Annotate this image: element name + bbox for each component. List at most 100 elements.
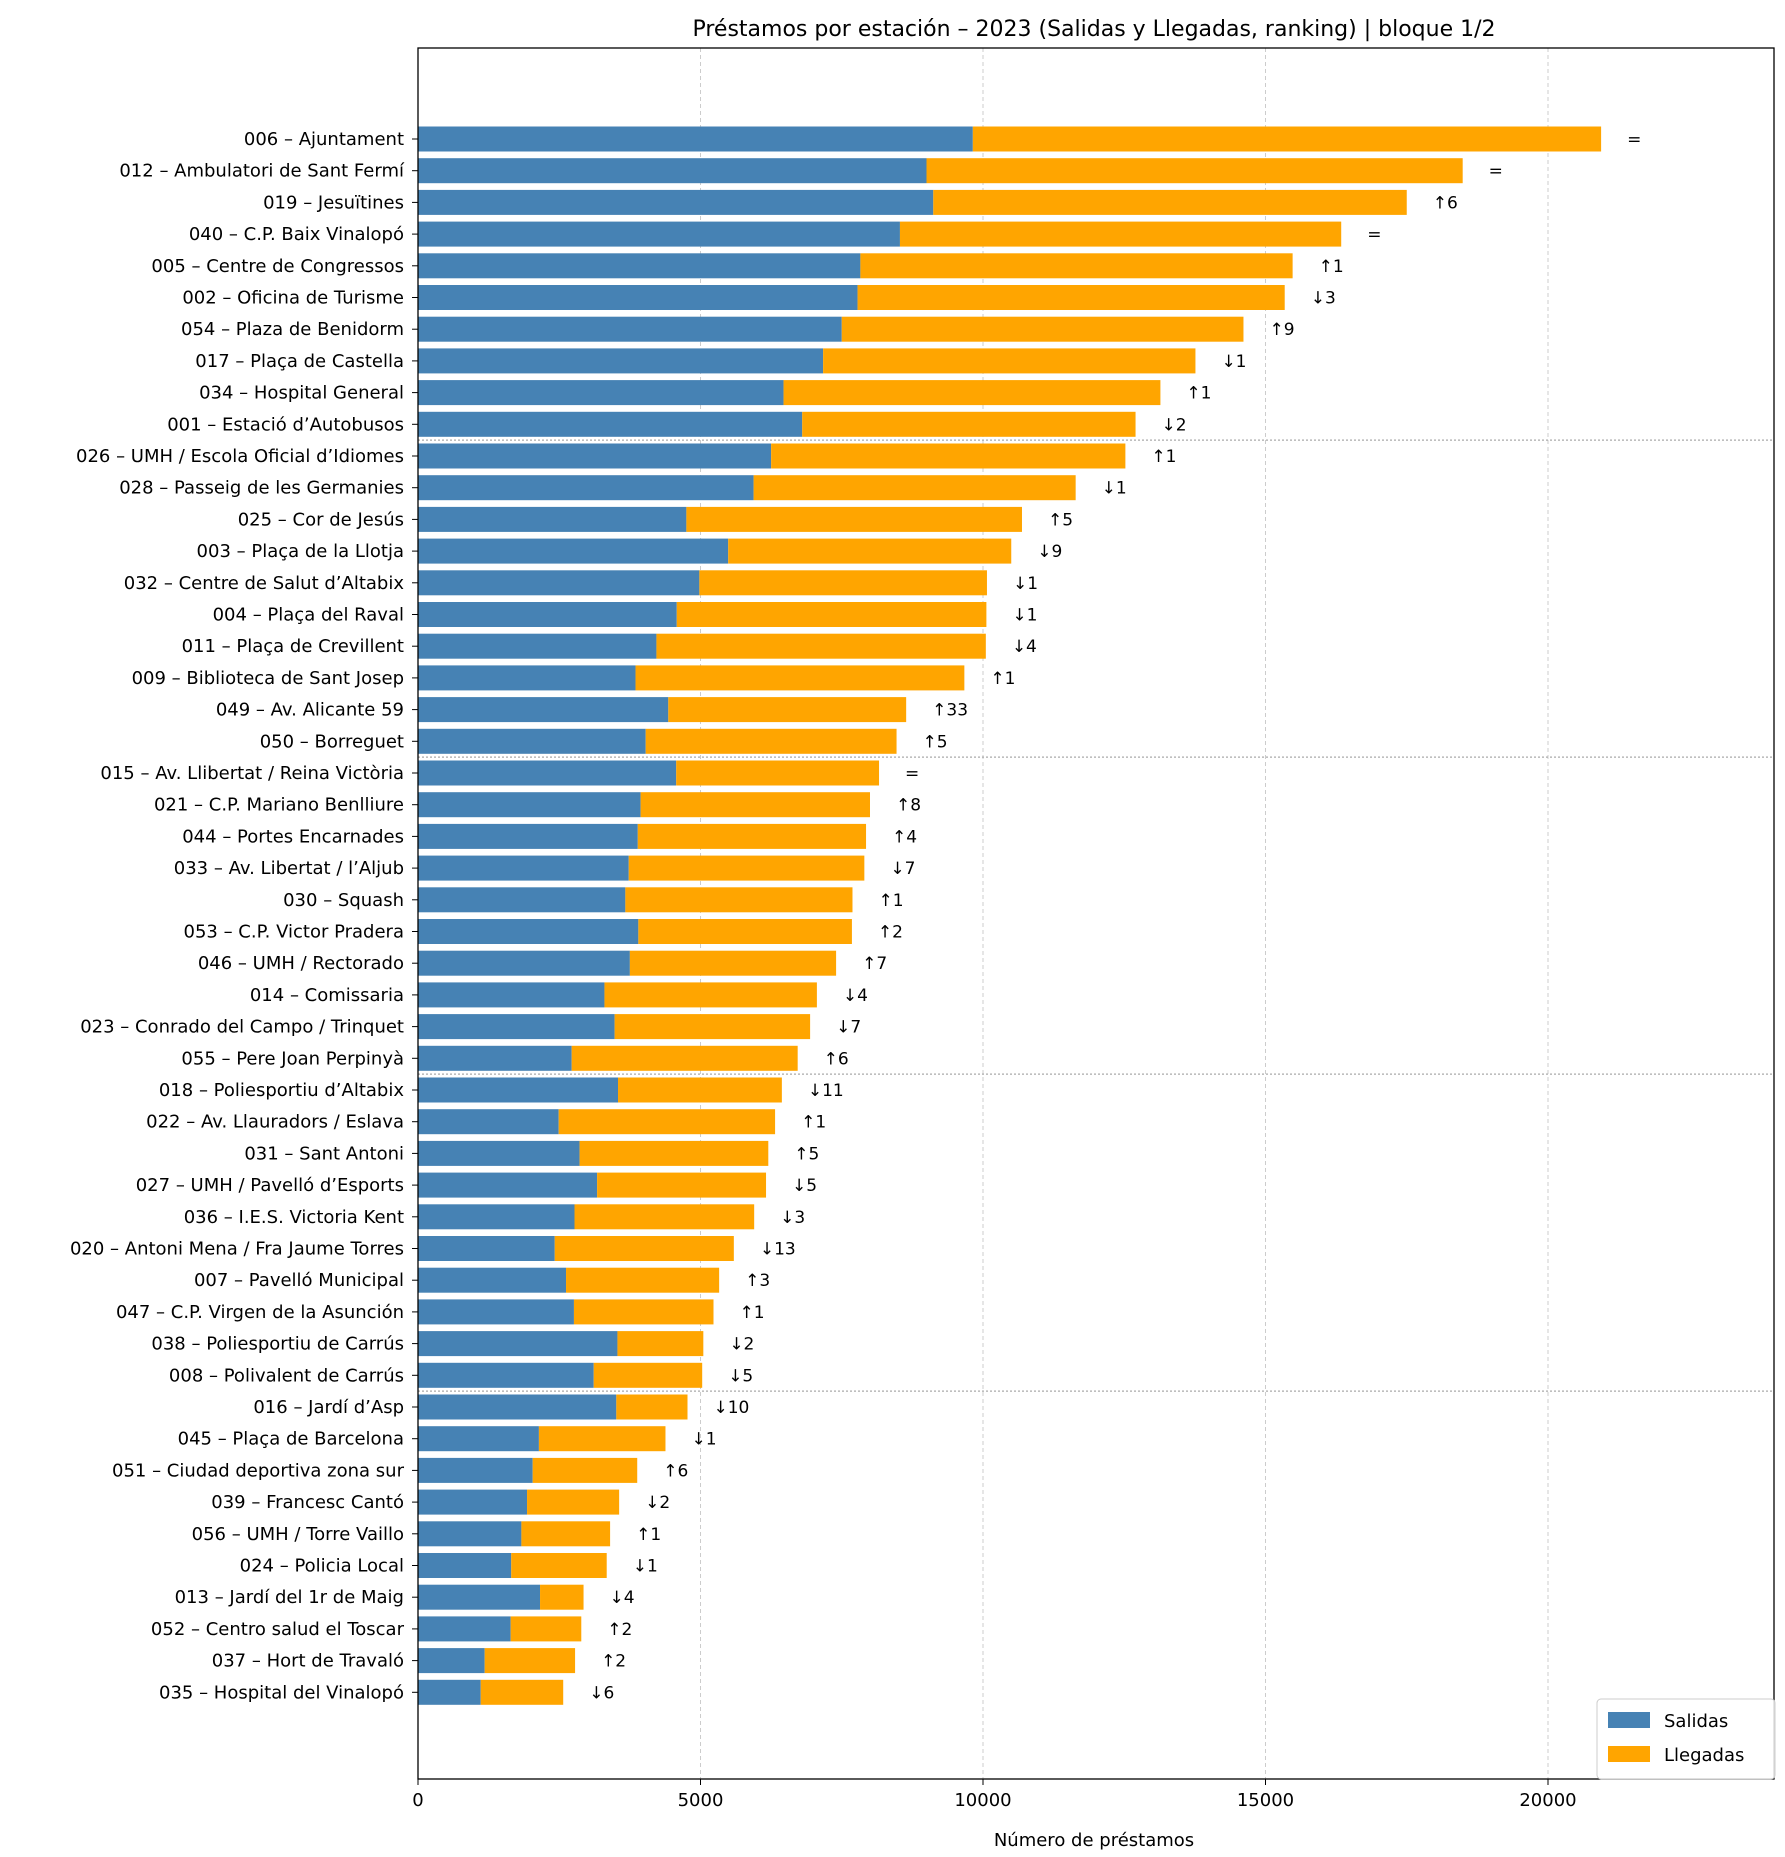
rank-change-label: ↑2 (601, 1652, 626, 1672)
bar-salidas (418, 1616, 511, 1642)
y-tick-label: 024 – Policia Local (240, 1556, 404, 1577)
bar-salidas (418, 1394, 617, 1420)
y-tick-label: 003 – Plaça de la Llotja (197, 541, 404, 562)
rank-change-label: ↑1 (801, 1113, 826, 1133)
bar-salidas (418, 285, 858, 310)
rank-change-label: ↑1 (1151, 447, 1176, 467)
bar-salidas (418, 1426, 539, 1452)
bar-llegadas (645, 728, 897, 754)
x-tick-label: 20000 (1519, 1790, 1576, 1811)
legend-label-salidas: Salidas (1664, 1711, 1728, 1732)
plot-frame (417, 47, 1775, 1780)
bar-llegadas (614, 1014, 811, 1040)
rank-change-label: ↑1 (739, 1303, 764, 1323)
y-tick-label: 053 – C.P. Victor Pradera (184, 922, 405, 943)
bar-llegadas (597, 1172, 767, 1198)
bar-salidas (418, 1489, 528, 1515)
bar-llegadas (637, 823, 867, 849)
bar-llegadas (676, 760, 880, 786)
bar-salidas (418, 475, 754, 501)
y-tick-label: 005 – Centre de Congressos (151, 256, 404, 277)
bar-llegadas (593, 1362, 703, 1388)
bar-llegadas (566, 1267, 720, 1293)
y-tick-label: 054 – Plaza de Benidorm (181, 319, 404, 340)
bar-llegadas (571, 1045, 798, 1071)
y-tick-label: 035 – Hospital del Vinalopó (159, 1682, 404, 1703)
bar-llegadas (484, 1648, 576, 1674)
rank-change-label: ↓4 (1012, 637, 1037, 657)
bar-llegadas (638, 919, 852, 944)
y-tick-label: 045 – Plaça de Barcelona (178, 1429, 404, 1450)
bar-llegadas (668, 697, 907, 723)
bar-salidas (418, 1331, 618, 1357)
bar-salidas (418, 443, 772, 469)
y-tick-label: 008 – Polivalent de Carrús (169, 1365, 404, 1386)
bar-salidas (418, 1679, 481, 1705)
bar-salidas (418, 792, 641, 818)
rank-change-label: ↓1 (1102, 479, 1127, 499)
y-tick-label: 011 – Plaça de Crevillent (182, 636, 404, 657)
bar-salidas (418, 1204, 575, 1230)
bar-salidas (418, 982, 605, 1008)
rank-change-label: ↓9 (1037, 542, 1062, 562)
y-tick-label: 019 – Jesuïtines (263, 192, 404, 213)
bar-llegadas (857, 285, 1285, 310)
rank-change-label: ↓11 (808, 1081, 844, 1101)
rank-change-label: ↓2 (645, 1493, 670, 1513)
rank-change-label: ↓3 (780, 1208, 805, 1228)
y-tick-label: 032 – Centre de Salut d’Altabix (124, 573, 405, 594)
bar-salidas (418, 633, 657, 659)
legend-swatch-salidas (1608, 1712, 1650, 1728)
x-tick-label: 15000 (1237, 1790, 1294, 1811)
bar-llegadas (899, 221, 1342, 247)
rank-change-label: ↓13 (760, 1240, 796, 1260)
bar-salidas (418, 1140, 580, 1166)
axes-layer: 0 5000 10000 15000 20000 (412, 47, 1775, 1811)
chart-title: Préstamos por estación – 2023 (Salidas y… (692, 17, 1495, 42)
rank-change-label: ↑1 (636, 1525, 661, 1545)
rank-change-label: ↑3 (745, 1271, 770, 1291)
y-tick-label: 055 – Pere Joan Perpinyà (181, 1048, 404, 1069)
rank-change-label: ↑8 (896, 796, 921, 816)
rank-change-label: ↓1 (1221, 352, 1246, 372)
y-tick-label: 039 – Francesc Cantó (211, 1492, 404, 1513)
y-tick-label: 023 – Conrado del Campo / Trinquet (80, 1017, 404, 1038)
bar-salidas (418, 1457, 533, 1483)
y-tick-label: 022 – Av. Llauradors / Eslava (146, 1112, 404, 1133)
y-tick-label: 021 – C.P. Mariano Benlliure (154, 795, 404, 816)
bar-llegadas (574, 1204, 755, 1230)
bar-llegadas (625, 887, 853, 913)
rank-change-label: ↓1 (1012, 606, 1037, 626)
bar-salidas (418, 887, 626, 913)
rank-change-label: ↓2 (729, 1335, 754, 1355)
rank-change-label: ↑6 (824, 1049, 849, 1069)
bar-salidas (418, 411, 803, 437)
y-tick-label: 052 – Centro salud el Toscar (151, 1619, 405, 1640)
bar-salidas (418, 1267, 567, 1293)
bar-llegadas (558, 1109, 776, 1135)
bar-llegadas (972, 126, 1602, 152)
bar-salidas (418, 919, 639, 944)
bar-llegadas (841, 316, 1244, 342)
bar-llegadas (926, 158, 1463, 184)
rank-change-label: ↓5 (792, 1176, 817, 1196)
rank-change-label: ↑5 (794, 1144, 819, 1164)
y-tick-label: 001 – Estació d’Autobusos (167, 414, 404, 435)
y-tick-label: 034 – Hospital General (199, 383, 404, 404)
bar-salidas (418, 1521, 522, 1547)
rank-change-label: ↓5 (728, 1366, 753, 1386)
y-tick-label: 020 – Antoni Mena / Fra Jaume Torres (70, 1239, 404, 1260)
bar-salidas (418, 823, 638, 849)
rank-change-label: ↓4 (610, 1588, 635, 1608)
bar-llegadas (771, 443, 1126, 469)
bar-salidas (418, 506, 687, 532)
bar-salidas (418, 1299, 574, 1325)
bar-salidas (418, 253, 861, 279)
y-tick-label: 030 – Squash (283, 890, 404, 911)
bar-llegadas (521, 1521, 611, 1547)
rank-change-label: ↓7 (890, 859, 915, 879)
bar-salidas (418, 189, 934, 215)
rank-change-label: ↑2 (878, 923, 903, 943)
bar-salidas (418, 665, 636, 691)
